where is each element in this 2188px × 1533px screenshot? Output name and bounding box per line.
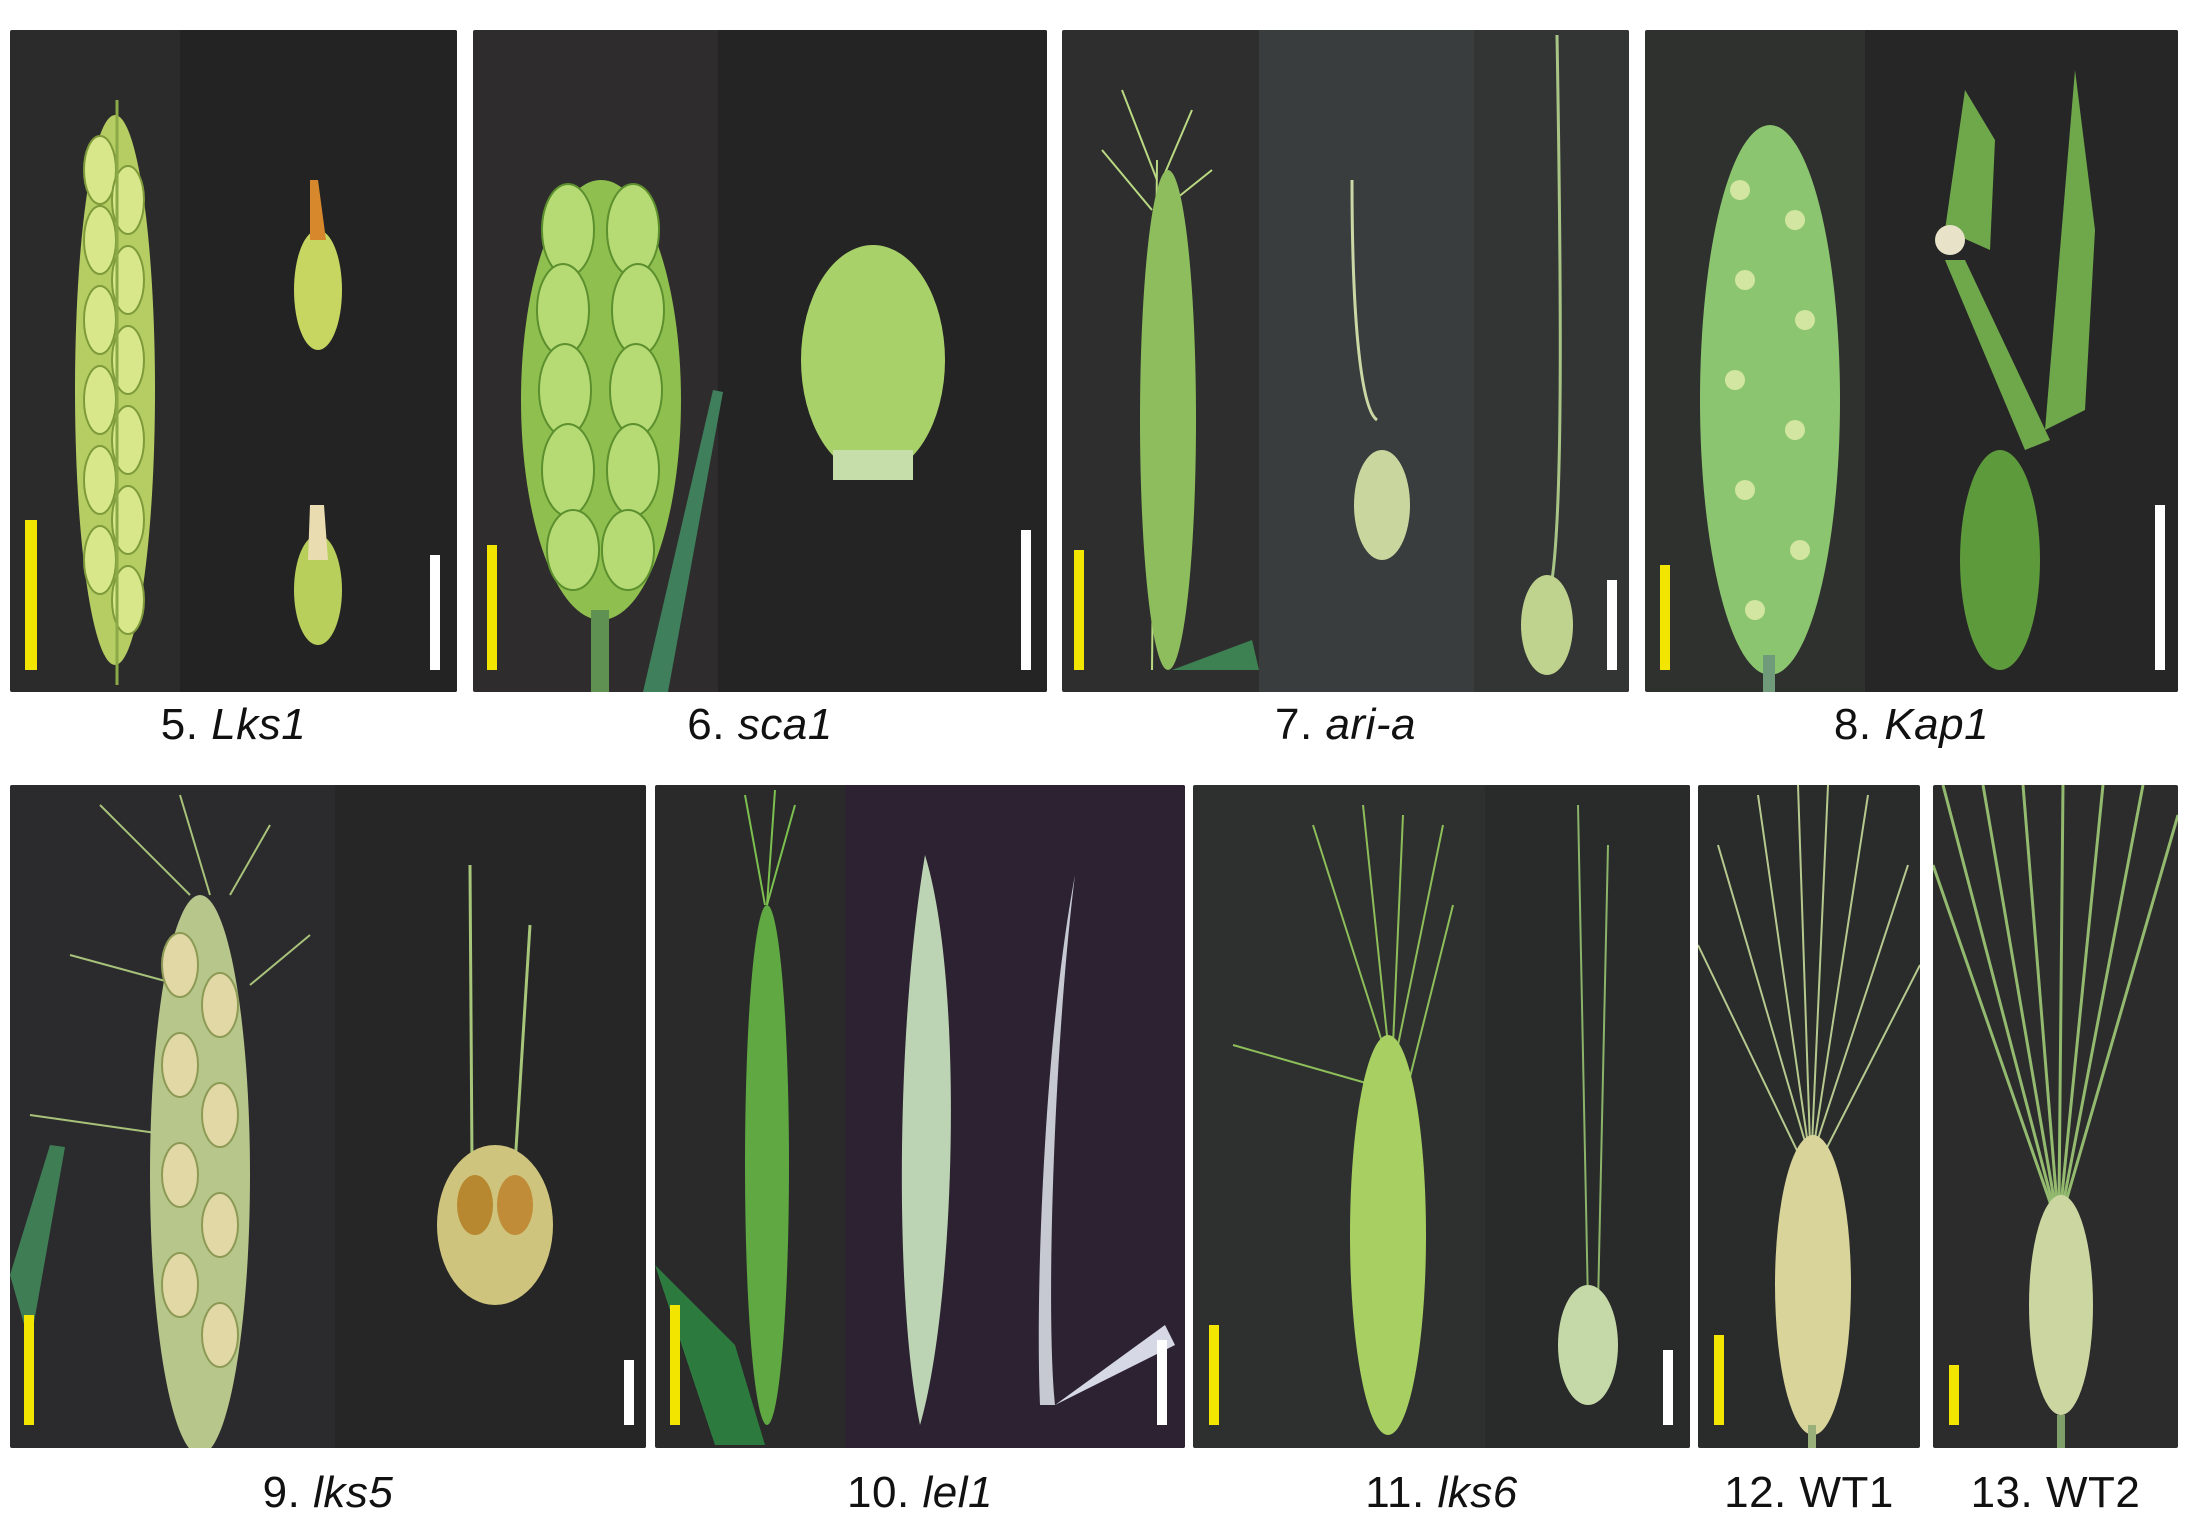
panel-7-caption: 7. ari-a: [1062, 700, 1629, 750]
awns-image: [1698, 785, 1920, 1166]
panel-12-wt1-photo: [1698, 785, 1920, 1448]
panel-6-gene: sca1: [737, 700, 833, 749]
panel-9-caption: 9. lks5: [10, 1468, 646, 1518]
panel-10-number: 10.: [847, 1468, 910, 1517]
panel-9-gene: lks5: [313, 1468, 394, 1517]
panel-5-caption: 5. Lks1: [10, 700, 457, 750]
panel-11-lks6-photo: [1193, 785, 1690, 1448]
panel-11-number: 11.: [1365, 1468, 1425, 1517]
panel-5-gene: Lks1: [211, 700, 307, 749]
panel-11-caption: 11. lks6: [1193, 1468, 1690, 1518]
panel-10-caption: 10. lel1: [655, 1468, 1185, 1518]
panel-6-number: 6.: [687, 700, 725, 749]
spike-image: [75, 100, 155, 685]
panel-5-lks1-photo: [10, 30, 457, 692]
panel-12-gene: WT1: [1799, 1468, 1894, 1517]
panel-13-wt2-photo: [1933, 785, 2178, 1448]
panel-7-number: 7.: [1275, 700, 1313, 749]
panel-12-caption: 12. WT1: [1698, 1468, 1920, 1518]
panel-9-number: 9.: [262, 1468, 301, 1517]
panel-6-caption: 6. sca1: [473, 700, 1047, 750]
panel-10-gene: lel1: [922, 1468, 993, 1517]
panel-10-lel1-photo: [655, 785, 1185, 1448]
panel-7-gene: ari-a: [1325, 700, 1416, 749]
spike-image: [1700, 125, 1840, 692]
spikelet-image: [1558, 804, 1618, 1405]
panel-5-number: 5.: [160, 700, 199, 749]
panel-9-lks5-photo: [10, 785, 646, 1448]
spike-image: [655, 789, 796, 1445]
panel-13-caption: 13. WT2: [1933, 1468, 2178, 1518]
spike-image: [521, 180, 723, 692]
panel-13-number: 13.: [1970, 1468, 2034, 1517]
panel-8-gene: Kap1: [1884, 700, 1990, 749]
panel-8-caption: 8. Kap1: [1645, 700, 2178, 750]
spikelet-image: [901, 855, 1175, 1425]
spikelet-image: [437, 864, 553, 1305]
panel-7-ari-a-photo: [1062, 30, 1629, 692]
spike-image: [10, 794, 311, 1448]
spike-image: [1232, 804, 1454, 1435]
spikelet-image: [1945, 70, 2095, 670]
panel-12-number: 12.: [1724, 1468, 1787, 1517]
panel-13-gene: WT2: [2046, 1468, 2141, 1517]
panel-6-sca1-photo: [473, 30, 1047, 692]
awns-image: [1933, 785, 2178, 1206]
panel-8-number: 8.: [1833, 700, 1872, 749]
panel-8-kap1-photo: [1645, 30, 2178, 692]
panel-11-gene: lks6: [1437, 1468, 1518, 1517]
spikelet-image: [801, 245, 945, 480]
